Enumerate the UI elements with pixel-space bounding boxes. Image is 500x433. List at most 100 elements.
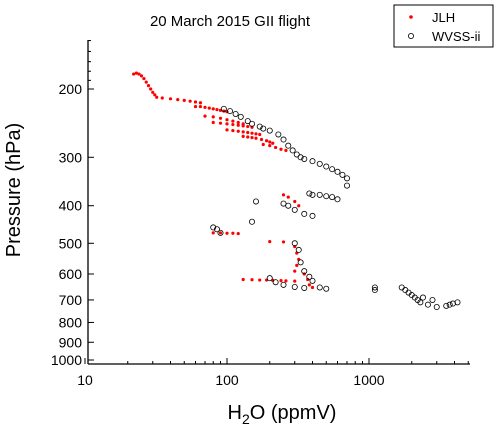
x-tick-label: 100 xyxy=(215,372,239,388)
data-point xyxy=(323,193,330,200)
data-point xyxy=(182,98,186,102)
data-point xyxy=(254,132,258,136)
data-point xyxy=(236,120,240,125)
data-point xyxy=(144,80,148,84)
data-point xyxy=(232,110,239,117)
x-axis-title-subscript: 2 xyxy=(242,411,250,427)
data-point xyxy=(246,135,250,139)
data-point xyxy=(220,105,227,112)
data-point xyxy=(306,273,313,280)
y-tick-label: 1000 xyxy=(51,352,82,368)
data-point xyxy=(260,125,267,132)
data-point xyxy=(213,226,220,233)
data-point xyxy=(211,115,215,119)
series-jlh xyxy=(132,71,315,290)
data-point xyxy=(295,246,302,253)
data-point xyxy=(241,130,245,134)
data-point xyxy=(291,206,298,213)
data-point xyxy=(344,182,351,189)
data-point xyxy=(293,199,297,204)
data-point xyxy=(284,148,288,152)
data-point xyxy=(291,283,298,290)
data-point xyxy=(246,130,250,135)
data-point xyxy=(417,299,424,306)
data-point xyxy=(284,279,288,283)
data-point xyxy=(316,191,323,198)
data-point xyxy=(155,95,159,99)
y-tick-label: 500 xyxy=(59,235,83,251)
data-point xyxy=(309,277,316,284)
legend-box xyxy=(393,4,494,48)
data-point xyxy=(146,83,151,88)
data-point xyxy=(301,155,308,162)
y-tick-label: 200 xyxy=(59,81,83,97)
data-point xyxy=(198,101,203,105)
data-point xyxy=(207,106,211,110)
data-point xyxy=(339,171,346,178)
data-point xyxy=(250,131,254,135)
data-point xyxy=(306,277,310,282)
data-point xyxy=(151,90,155,94)
data-point xyxy=(249,218,256,225)
data-point xyxy=(160,96,164,100)
data-point xyxy=(176,98,180,102)
data-point xyxy=(281,240,286,244)
data-point xyxy=(134,71,138,75)
data-point xyxy=(291,240,298,247)
data-point xyxy=(225,128,229,132)
data-point xyxy=(168,97,173,101)
data-point xyxy=(271,141,275,145)
data-point xyxy=(272,279,279,286)
data-point xyxy=(323,285,330,292)
data-point xyxy=(231,119,235,123)
data-point xyxy=(258,132,262,137)
data-point xyxy=(449,300,456,307)
data-point xyxy=(323,163,330,170)
data-point xyxy=(211,107,215,111)
data-point xyxy=(217,229,224,236)
data-point xyxy=(329,194,336,201)
data-point xyxy=(211,231,215,235)
data-point xyxy=(193,100,198,104)
data-point xyxy=(279,278,283,283)
data-point xyxy=(231,231,235,235)
data-point xyxy=(293,269,297,273)
data-point xyxy=(254,136,258,140)
data-point xyxy=(268,144,272,148)
data-point xyxy=(256,123,263,130)
data-point xyxy=(236,129,240,133)
data-point xyxy=(188,99,192,103)
data-point xyxy=(132,72,136,76)
legend-label-wvss: WVSS-ii xyxy=(432,29,481,44)
data-point xyxy=(198,104,203,109)
data-point xyxy=(316,284,323,291)
data-point xyxy=(280,200,287,207)
data-point xyxy=(419,294,426,301)
data-point xyxy=(280,281,287,288)
data-point xyxy=(237,113,244,120)
data-point xyxy=(293,279,297,283)
data-point xyxy=(246,124,250,129)
data-point xyxy=(433,304,440,311)
y-tick-label: 400 xyxy=(59,198,83,214)
data-point xyxy=(371,287,378,294)
data-point xyxy=(309,158,316,165)
data-point xyxy=(301,268,308,275)
data-point xyxy=(236,231,240,236)
data-point xyxy=(244,118,251,125)
chart-title: 20 March 2015 GII flight xyxy=(150,13,311,30)
data-point xyxy=(446,301,453,308)
data-point xyxy=(429,296,436,303)
data-point xyxy=(454,299,461,306)
data-point xyxy=(268,140,272,144)
data-point xyxy=(252,198,259,205)
x-tick-label: 10 xyxy=(77,372,93,388)
legend-marker-wvss xyxy=(407,33,414,40)
data-point xyxy=(139,74,144,78)
data-point xyxy=(231,122,235,127)
x-axis-ticks: 10 100 1000 xyxy=(77,358,469,388)
data-point xyxy=(259,137,264,142)
y-axis-title: Pressure (hPa) xyxy=(3,123,25,258)
data-point xyxy=(275,131,282,138)
